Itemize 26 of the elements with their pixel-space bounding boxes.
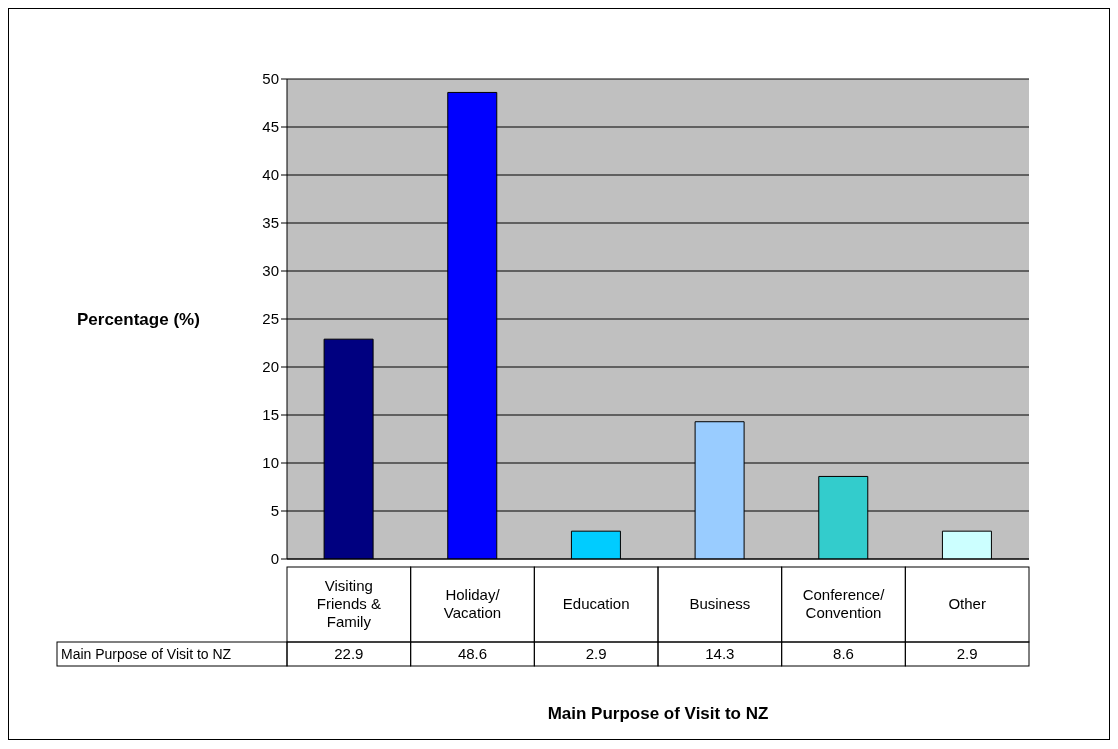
y-tick-label: 10	[262, 454, 279, 472]
x-tick-label: Other	[948, 595, 986, 612]
x-tick-label: Business	[689, 595, 751, 612]
y-tick-label: 25	[262, 310, 279, 328]
data-label: 2.9	[585, 645, 607, 662]
x-axis-title: Main Purpose of Visit to NZ	[547, 704, 769, 723]
data-label: 48.6	[457, 645, 488, 662]
y-tick-label: 15	[262, 406, 279, 424]
y-tick-label: 35	[262, 214, 279, 232]
data-label: 2.9	[956, 645, 978, 662]
y-tick-label: 50	[262, 70, 279, 88]
text: Main Purpose of Visit to NZ	[61, 646, 232, 662]
x-tick-label: Conference/ Convention	[802, 586, 886, 621]
y-tick-label: 30	[262, 262, 279, 280]
y-tick-label: 45	[262, 118, 279, 136]
x-tick-label: Visiting Friends & Family	[316, 577, 381, 630]
y-tick-label: 20	[262, 358, 279, 376]
data-label: 22.9	[334, 645, 364, 662]
data-label: 8.6	[833, 645, 854, 662]
y-axis-title: Percentage (%)	[77, 310, 200, 330]
y-tick-label: 5	[270, 502, 279, 520]
y-tick-label: 40	[262, 166, 279, 184]
data-label: 14.3	[705, 645, 735, 662]
y-tick-label: 0	[270, 550, 279, 568]
x-tick-label: Education	[562, 595, 630, 612]
x-tick-label: Holiday/ Vacation	[443, 586, 502, 621]
